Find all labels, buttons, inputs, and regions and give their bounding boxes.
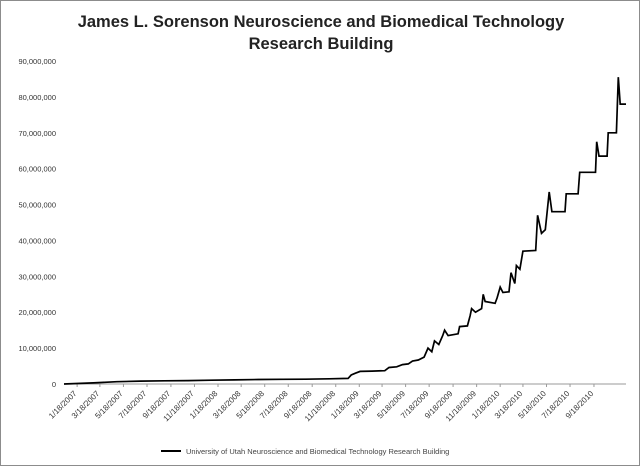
y-tick-label: 40,000,000 (18, 236, 56, 245)
series-layer (63, 77, 626, 385)
y-tick-label: 90,000,000 (18, 57, 56, 66)
legend: University of Utah Neuroscience and Biom… (161, 444, 561, 458)
y-tick-label: 20,000,000 (18, 308, 56, 317)
legend-label: University of Utah Neuroscience and Biom… (186, 446, 450, 456)
series-line-0 (63, 77, 626, 385)
y-axis: 0 10,000,000 20,000,000 30,000,000 40,000,00… (18, 57, 56, 389)
y-tick-label: 50,000,000 (18, 201, 56, 210)
y-tick-label: 10,000,000 (18, 344, 56, 353)
y-tick-label: 60,000,000 (18, 165, 56, 174)
x-axis: 1/18/20073/18/20075/18/20077/18/20079/18… (47, 383, 626, 423)
legend-swatch (161, 450, 181, 452)
y-tick-label: 30,000,000 (18, 272, 56, 281)
chart-title: James L. Sorenson Neuroscience and Biome… (77, 13, 565, 53)
y-tick-label: 0 (52, 380, 56, 389)
y-tick-label: 70,000,000 (18, 129, 56, 138)
y-tick-label: 80,000,000 (18, 93, 56, 102)
